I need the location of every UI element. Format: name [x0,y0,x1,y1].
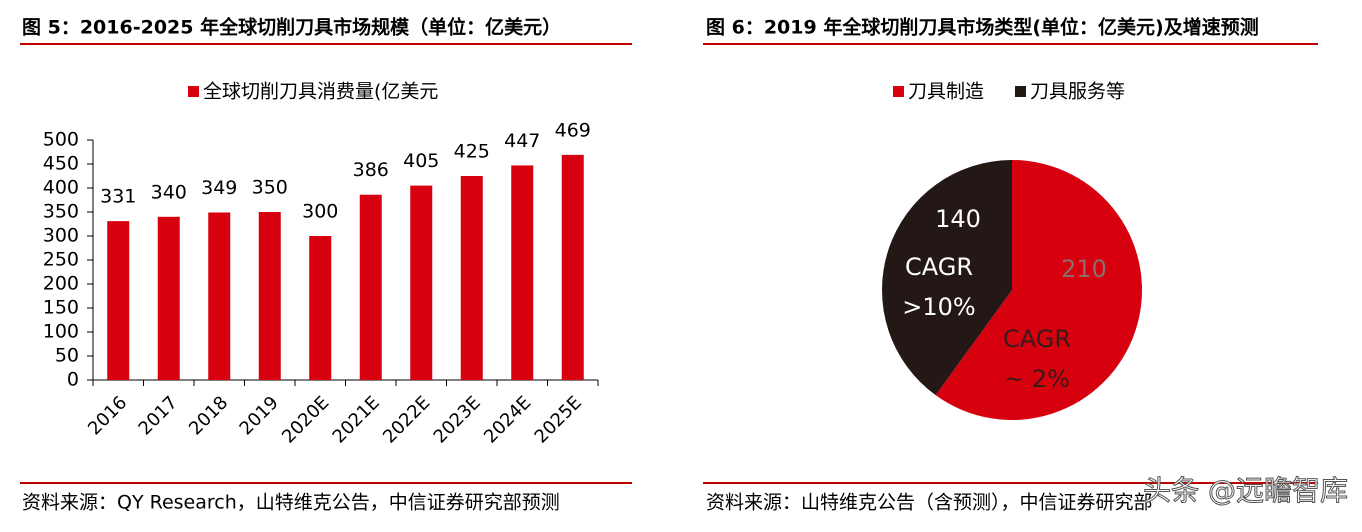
y-tick-label: 200 [43,273,79,295]
x-tick-label: 2017 [135,392,182,439]
bar [511,165,534,380]
annotation: CAGR [905,253,973,281]
y-tick-label: 150 [43,297,79,319]
data-label: 350 [252,177,288,199]
legend-swatch [893,86,904,97]
bar [460,176,483,380]
pie-slice [935,160,1142,420]
y-tick-label: 350 [43,201,79,223]
data-label: 469 [555,119,591,141]
bar [157,216,180,380]
data-label: 340 [151,181,187,203]
y-tick-label: 500 [43,129,79,151]
slice-label: 210 [1061,255,1107,283]
source: 资料来源：山特维克公告（含预测），中信证券研究部 [706,492,1153,514]
data-label: 425 [454,141,490,163]
data-label: 405 [403,150,439,172]
x-tick-label: 2020E [278,392,333,447]
x-tick-label: 2018 [185,392,232,439]
x-tick-label: 2021E [329,392,384,447]
legend-swatch [1015,86,1026,97]
data-label: 300 [302,201,338,223]
y-tick-label: 100 [43,321,79,343]
x-tick-label: 2016 [84,392,131,439]
bar [107,221,130,380]
data-label: 386 [353,159,389,181]
y-tick-label: 400 [43,177,79,199]
bar [258,212,281,380]
legend-label: 刀具服务等 [1030,81,1125,103]
legend-label: 刀具制造 [908,81,984,103]
y-tick-label: 250 [43,249,79,271]
bar [359,194,382,380]
data-label: 447 [504,130,540,152]
bar [208,212,231,380]
source: 资料来源：QY Research，山特维克公告，中信证券研究部预测 [22,492,560,514]
slice-label: 140 [935,205,981,233]
bar [309,236,332,380]
x-tick-label: 2022E [379,392,434,447]
figure-title: 图 6：2019 年全球切削刀具市场类型(单位：亿美元)及增速预测 [706,16,1259,39]
figure-title: 图 5：2016-2025 年全球切削刀具市场规模（单位：亿美元） [22,16,561,39]
data-label: 331 [100,186,136,208]
annotation: ~ 2% [1004,365,1070,393]
pie-slice [882,160,1012,396]
y-tick-label: 50 [55,345,79,367]
y-tick-label: 0 [67,369,79,391]
y-tick-label: 450 [43,153,79,175]
x-tick-label: 2019 [236,392,283,439]
x-tick-label: 2024E [480,392,535,447]
x-tick-label: 2023E [430,392,485,447]
annotation: CAGR [1003,325,1071,353]
bar [410,185,433,380]
legend-swatch [188,86,199,97]
data-label: 349 [201,177,237,199]
bar [561,154,584,380]
legend-label: 全球切削刀具消费量(亿美元 [203,81,438,103]
watermark: 头条 @远瞻智库 [1143,474,1348,507]
annotation: >10% [902,293,975,321]
x-tick-label: 2025E [531,392,586,447]
y-tick-label: 300 [43,225,79,247]
